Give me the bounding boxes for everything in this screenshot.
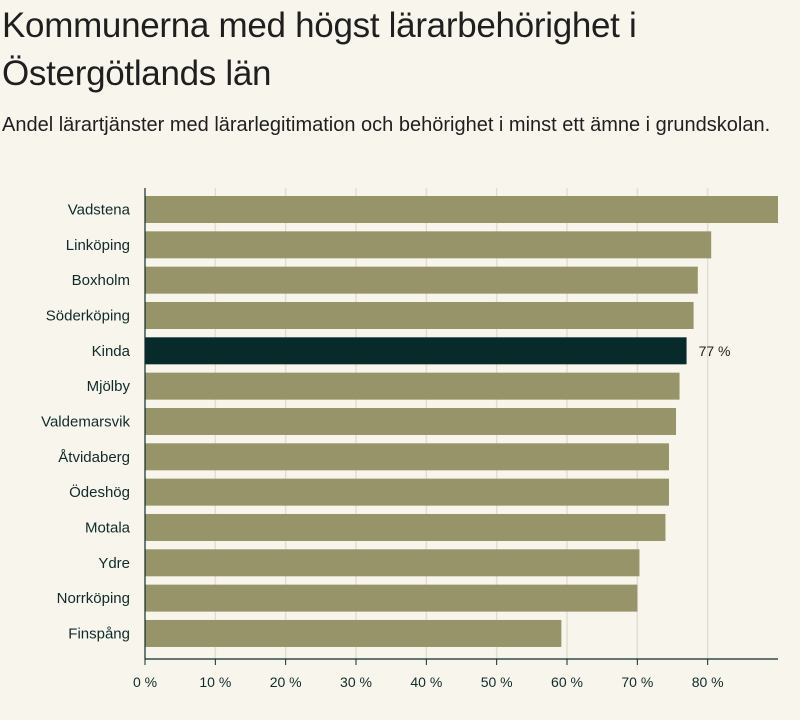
category-label: Ydre [98,555,130,572]
category-label: Norrköping [57,590,130,607]
category-label: Vadstena [68,202,131,219]
x-tick-label: 10 % [199,674,231,690]
category-label: Åtvidaberg [58,449,130,466]
chart-title: Kommunerna med högst lärarbehörighet i Ö… [2,6,637,93]
x-axis: 0 % 10 % 20 % 30 % 40 % 50 % 60 % 70 % 80 % [133,188,778,690]
x-tick-label: 80 % [692,674,724,690]
category-label: Ödeshög [69,483,130,501]
x-tick-label: 30 % [340,674,372,690]
bar-boxholm [145,266,698,294]
bar-linköping [145,231,712,259]
bar-finspång [145,619,562,647]
x-tick-label: 70 % [621,674,653,690]
x-tick-label: 40 % [410,674,442,690]
bar-ydre [145,549,640,577]
bar-vadstena [145,196,778,223]
x-tick-label: 50 % [481,674,513,690]
bars [145,196,778,647]
category-label: Valdemarsvik [41,413,130,430]
bar-kinda [145,337,687,365]
category-label: Motala [85,519,131,536]
data-label-highlight: 77 % [699,343,731,359]
x-tick-label: 20 % [270,674,302,690]
category-labels: Vadstena Linköping Boxholm Söderköping Kinda… [41,202,730,643]
chart-subtitle: Andel lärartjänster med lärarlegitimatio… [2,114,771,136]
category-label: Mjölby [87,378,131,395]
category-label: Linköping [66,237,130,254]
category-label: Boxholm [72,272,130,289]
category-label: Kinda [92,343,131,360]
x-tick-label: 0 % [133,674,157,690]
bar-mjölby [145,372,680,400]
bar-motala [145,513,666,541]
x-tick-label: 60 % [551,674,583,690]
bar-norrköping [145,584,638,612]
category-label: Söderköping [46,307,130,324]
category-label: Finspång [68,625,130,642]
bar-valdemarsvik [145,407,677,435]
bar-ödeshög [145,478,669,506]
bar-söderköping [145,301,694,329]
bar-åtvidaberg [145,443,669,471]
